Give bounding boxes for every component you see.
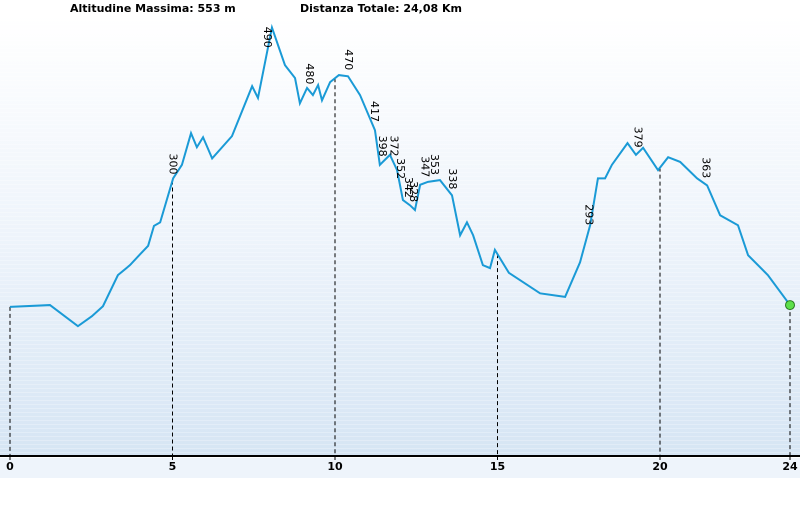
total-distance: Distanza Totale: 24,08 Km	[300, 2, 462, 15]
elevation-label: 293	[583, 204, 596, 225]
elevation-label: 379	[631, 127, 644, 148]
x-tick-label: 20	[652, 460, 668, 473]
plot-texture	[0, 15, 800, 455]
elevation-label: 490	[261, 27, 274, 48]
elevation-label: 338	[446, 168, 459, 189]
elevation-label: 300	[167, 154, 180, 175]
elevation-line	[9, 23, 791, 328]
elevation-label: 398	[376, 136, 389, 157]
elevation-label: 417	[368, 101, 381, 122]
elevation-label: 372	[388, 136, 401, 157]
elevation-label: 347	[418, 156, 431, 177]
x-tick-label: 24	[782, 460, 798, 473]
x-tick-label: 5	[169, 460, 177, 473]
max-altitude: Altitudine Massima: 553 m	[70, 2, 236, 15]
elevation-label: 342	[402, 177, 415, 198]
elevation-label: 470	[342, 49, 355, 70]
axis-band	[0, 458, 800, 478]
elevation-label: 328	[407, 181, 420, 202]
elevation-label: 353	[428, 154, 441, 175]
x-tick-label: 15	[490, 460, 505, 473]
x-tick-label: 0	[6, 460, 14, 473]
elevation-label: 480	[303, 63, 316, 84]
elevation-label: 363	[700, 157, 713, 178]
end-point	[785, 300, 795, 311]
elevation-label: 352	[394, 158, 407, 179]
x-tick-label: 10	[327, 460, 343, 473]
